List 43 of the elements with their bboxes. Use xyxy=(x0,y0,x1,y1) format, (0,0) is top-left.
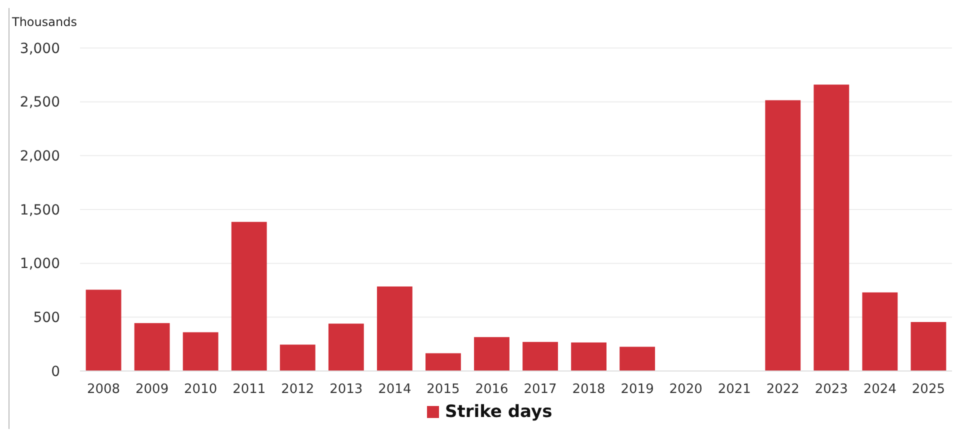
bar xyxy=(134,323,170,371)
x-tick-label: 2009 xyxy=(136,382,169,397)
y-tick-label: 1,500 xyxy=(20,202,60,218)
y-tick-label: 1,000 xyxy=(20,256,60,272)
y-axis-title: Thousands xyxy=(11,15,77,29)
bar xyxy=(765,100,801,371)
x-tick-label: 2008 xyxy=(86,382,120,397)
bar xyxy=(910,322,946,371)
bar xyxy=(862,292,898,371)
bar xyxy=(280,344,316,371)
x-tick-label: 2015 xyxy=(426,382,460,397)
x-tick-label: 2025 xyxy=(912,382,946,397)
y-tick-label: 500 xyxy=(33,310,60,326)
x-tick-label: 2021 xyxy=(718,382,751,397)
x-tick-label: 2013 xyxy=(330,382,363,397)
bar xyxy=(571,342,606,371)
y-tick-label: 2,500 xyxy=(20,94,60,111)
x-tick-label: 2018 xyxy=(572,382,606,397)
x-tick-label: 2012 xyxy=(281,382,314,397)
x-tick-label: 2010 xyxy=(184,382,218,397)
bar xyxy=(814,84,850,371)
bar xyxy=(426,353,461,371)
x-tick-label: 2011 xyxy=(232,382,266,397)
bar xyxy=(522,342,558,371)
x-tick-label: 2019 xyxy=(620,382,654,397)
y-tick-label: 2,000 xyxy=(20,148,60,165)
bar xyxy=(182,332,218,371)
x-tick-label: 2020 xyxy=(669,382,702,397)
x-tick-label: 2024 xyxy=(863,382,896,397)
bar xyxy=(231,222,267,371)
bar xyxy=(328,324,364,371)
y-tick-label: 0 xyxy=(51,364,60,380)
bar xyxy=(86,290,122,371)
x-tick-label: 2023 xyxy=(814,382,848,397)
x-tick-label: 2022 xyxy=(766,382,800,397)
bar xyxy=(376,286,412,371)
legend-label: Strike days xyxy=(445,402,552,422)
x-tick-label: 2014 xyxy=(378,382,412,397)
bar xyxy=(620,346,656,371)
y-tick-label: 3,000 xyxy=(20,40,60,57)
bar xyxy=(474,337,510,371)
x-tick-label: 2017 xyxy=(524,382,557,397)
x-tick-label: 2016 xyxy=(475,382,508,397)
